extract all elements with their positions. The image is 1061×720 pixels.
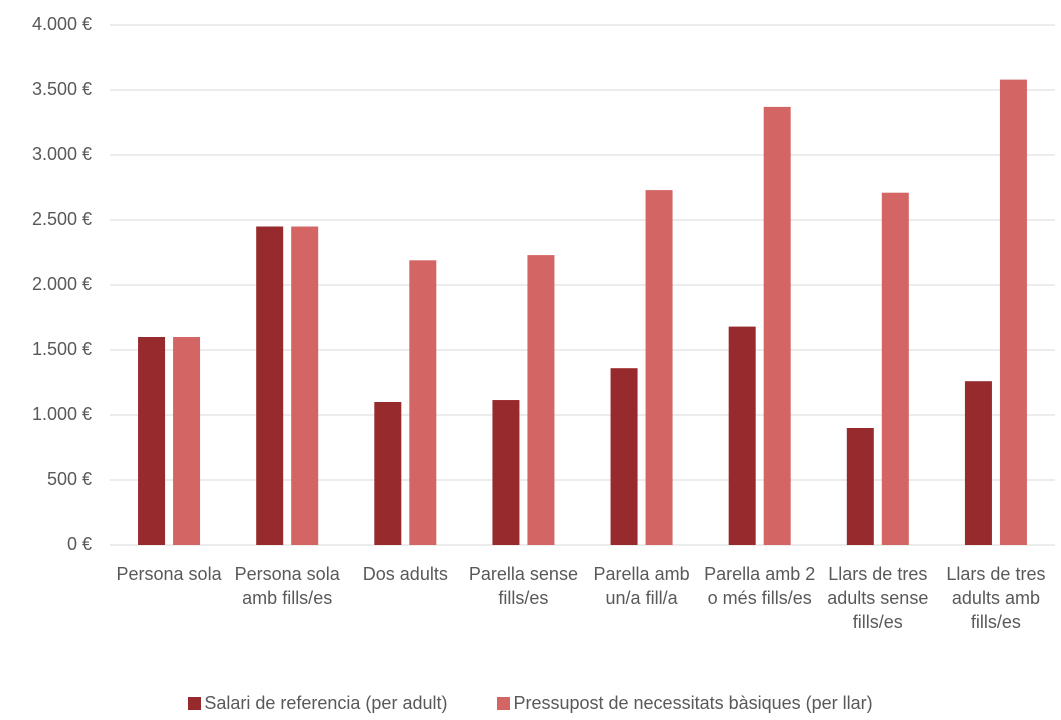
legend: Salari de referencia (per adult) Pressupo…: [0, 693, 1061, 714]
bar: [999, 79, 1027, 545]
bar: [645, 190, 673, 545]
legend-swatch: [188, 697, 202, 710]
bar: [881, 192, 909, 545]
legend-item: Salari de referencia (per adult): [188, 693, 447, 714]
y-tick-label: 3.000 €: [32, 144, 92, 164]
bar: [728, 326, 756, 545]
x-tick-label: Parella amb un/a fill/a: [593, 564, 690, 608]
y-tick-label: 0 €: [67, 534, 92, 554]
y-tick-label: 4.000 €: [32, 14, 92, 34]
x-tick-label: Parella sense fills/es: [468, 564, 578, 608]
bar: [138, 337, 166, 545]
x-tick-label: Llars de tres adults amb fills/es: [946, 564, 1046, 632]
bar: [964, 381, 992, 545]
legend-item: Pressupost de necessitats bàsiques (per …: [497, 693, 873, 714]
x-tick-label: Persona sola: [116, 564, 222, 584]
bar: [409, 260, 437, 545]
legend-swatch: [497, 697, 511, 710]
bar: [291, 226, 319, 545]
bar: [492, 400, 520, 545]
bar: [256, 226, 284, 545]
y-tick-label: 1.000 €: [32, 404, 92, 424]
bar: [173, 337, 201, 545]
y-tick-label: 2.000 €: [32, 274, 92, 294]
bar: [763, 106, 791, 546]
x-tick-label: Dos adults: [362, 564, 448, 584]
bar: [374, 402, 402, 545]
bar: [846, 428, 874, 545]
legend-label: Salari de referencia (per adult): [204, 693, 448, 713]
bar: [610, 368, 638, 545]
y-tick-label: 2.500 €: [32, 209, 92, 229]
legend-label: Pressupost de necessitats bàsiques (per …: [513, 693, 873, 713]
x-tick-label: Parella amb 2 o més fills/es: [704, 564, 816, 608]
x-tick-label: Llars de tres adults sense fills/es: [827, 564, 929, 632]
x-tick-label: Persona sola amb fills/es: [234, 564, 340, 608]
y-tick-label: 500 €: [47, 469, 92, 489]
bar: [527, 255, 555, 545]
y-tick-label: 1.500 €: [32, 339, 92, 359]
y-tick-label: 3.500 €: [32, 79, 92, 99]
